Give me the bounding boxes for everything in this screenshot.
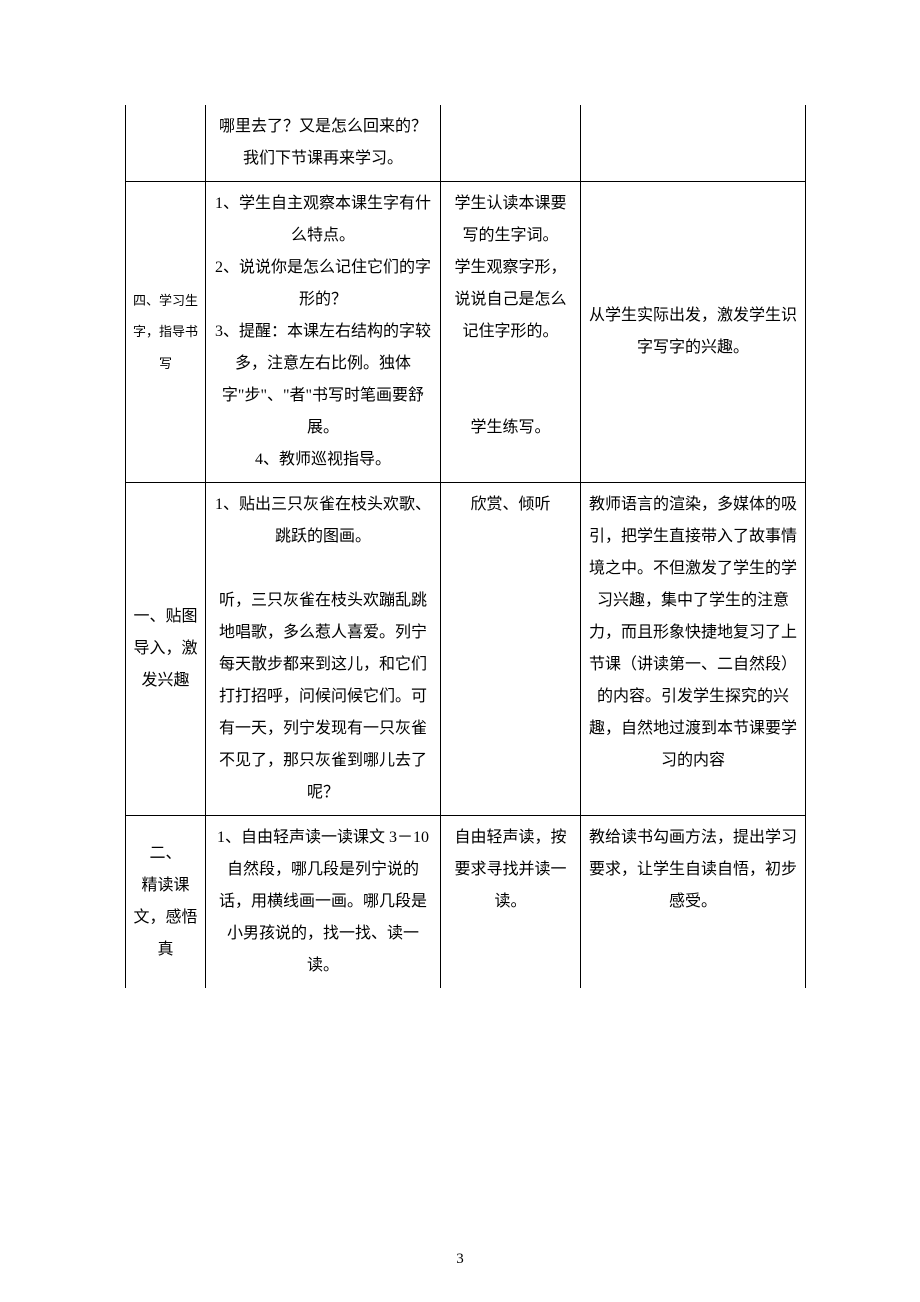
- teacher-activity-cell: 1、贴出三只灰雀在枝头欢歌、跳跃的图画。听，三只灰雀在枝头欢蹦乱跳地唱歌，多么惹…: [206, 483, 441, 816]
- lesson-plan-table: 哪里去了？又是怎么回来的？我们下节课再来学习。 四、学习生字，指导书写 1、学生…: [125, 105, 806, 988]
- page-number: 3: [0, 1251, 920, 1268]
- table-row: 四、学习生字，指导书写 1、学生自主观察本课生字有什么特点。2、说说你是怎么记住…: [126, 182, 806, 483]
- teacher-activity-cell: 1、自由轻声读一读课文 3－10自然段，哪几段是列宁说的话，用横线画一画。哪几段…: [206, 816, 441, 989]
- page-container: 哪里去了？又是怎么回来的？我们下节课再来学习。 四、学习生字，指导书写 1、学生…: [0, 0, 920, 1302]
- teacher-activity-cell: 1、学生自主观察本课生字有什么特点。2、说说你是怎么记住它们的字形的？3、提醒：…: [206, 182, 441, 483]
- student-activity-cell: 自由轻声读，按要求寻找并读一读。: [441, 816, 581, 989]
- table-row: 一、贴图导入，激发兴趣 1、贴出三只灰雀在枝头欢歌、跳跃的图画。听，三只灰雀在枝…: [126, 483, 806, 816]
- student-activity-cell: [441, 105, 581, 182]
- section-label: 四、学习生字，指导书写: [132, 285, 199, 379]
- design-intent-cell: [581, 105, 806, 182]
- section-cell: 四、学习生字，指导书写: [126, 182, 206, 483]
- section-label: 一、贴图导入，激发兴趣: [132, 601, 199, 697]
- section-cell: 一、贴图导入，激发兴趣: [126, 483, 206, 816]
- table-row: 哪里去了？又是怎么回来的？我们下节课再来学习。: [126, 105, 806, 182]
- section-cell: 二、精读课文，感悟真: [126, 816, 206, 989]
- student-activity-cell: 学生认读本课要写的生字词。学生观察字形，说说自己是怎么记住字形的。学生练写。: [441, 182, 581, 483]
- design-intent-cell: 从学生实际出发，激发学生识字写字的兴趣。: [581, 182, 806, 483]
- teacher-activity-cell: 哪里去了？又是怎么回来的？我们下节课再来学习。: [206, 105, 441, 182]
- design-intent-cell: 教师语言的渲染，多媒体的吸引，把学生直接带入了故事情境之中。不但激发了学生的学习…: [581, 483, 806, 816]
- design-intent-cell: 教给读书勾画方法，提出学习要求，让学生自读自悟，初步感受。: [581, 816, 806, 989]
- student-activity-cell: 欣赏、倾听: [441, 483, 581, 816]
- section-label: 二、精读课文，感悟真: [132, 838, 199, 966]
- table-row: 二、精读课文，感悟真 1、自由轻声读一读课文 3－10自然段，哪几段是列宁说的话…: [126, 816, 806, 989]
- section-cell-continuation: [126, 105, 206, 182]
